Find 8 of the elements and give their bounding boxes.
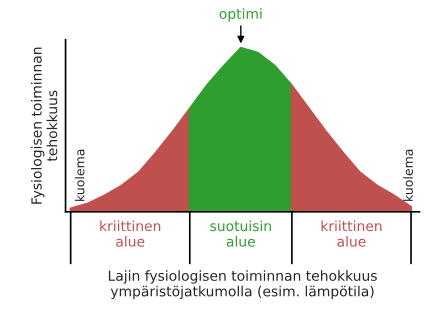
- series-label: kriittinen alue: [322, 220, 382, 247]
- annotation: kuolema: [403, 150, 413, 201]
- y-axis-title: Fysiologisen toiminnan tehokkuus: [31, 48, 58, 204]
- series-label: kriittinen alue: [100, 220, 160, 247]
- series-label: suotuisin alue: [210, 220, 271, 247]
- x-axis-title: Lajin fysiologisen toiminnan tehokkuus ympäristöjatkumolla (esim. lämpötila): [108, 270, 377, 300]
- annotation: kuolema: [74, 150, 84, 201]
- annotation: optimi: [220, 8, 262, 22]
